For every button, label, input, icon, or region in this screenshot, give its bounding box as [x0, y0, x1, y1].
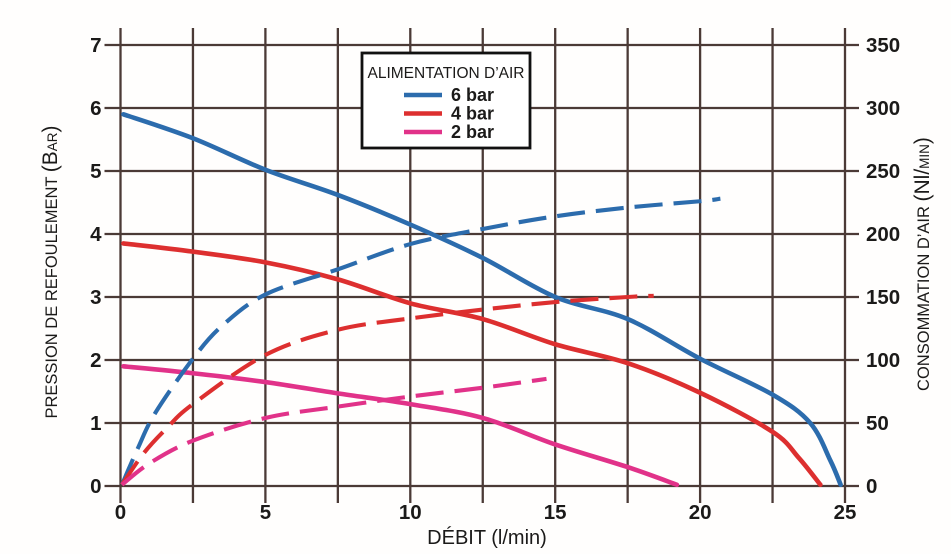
series-pression-refoulement-4-bar — [121, 241, 823, 488]
x-axis-label: DÉBIT (l/min) — [427, 526, 547, 549]
x-tick-label: 0 — [115, 501, 126, 524]
y-axis-left-label: PRESSION DE REFOULEMENT (BAR) — [39, 125, 62, 418]
x-tick-label: 20 — [689, 501, 712, 524]
legend-entry-6-bar: 6 bar — [404, 85, 494, 105]
y-right-tick-label: 200 — [866, 223, 900, 246]
y-left-tick-label: 4 — [90, 223, 102, 246]
legend-entry-2-bar: 2 bar — [404, 122, 494, 142]
series-pression-refoulement-2-bar — [121, 364, 680, 488]
y-left-tick-label: 1 — [90, 412, 101, 435]
series-consommation-air-2-bar — [120, 376, 547, 487]
y-left-tick-label: 6 — [90, 97, 101, 120]
y-right-tick-label: 50 — [866, 412, 889, 435]
y-right-tick-label: 250 — [866, 160, 900, 183]
y-right-tick-label: 0 — [866, 475, 877, 498]
legend-box — [360, 51, 532, 150]
x-tick-label: 5 — [260, 501, 271, 524]
legend-entry-4-bar: 4 bar — [404, 104, 494, 124]
y-left-tick-label: 2 — [90, 349, 101, 372]
series-pression-refoulement-6-bar — [121, 112, 843, 488]
y-right-tick-label: 350 — [866, 34, 900, 57]
y-left-tick-label: 5 — [90, 160, 101, 183]
series-consommation-air-4-bar — [120, 293, 654, 486]
y-right-tick-label: 100 — [866, 349, 900, 372]
series-consommation-air-6-bar — [120, 196, 721, 486]
x-tick-label: 10 — [399, 501, 422, 524]
x-tick-label: 25 — [834, 501, 857, 524]
series-curves — [120, 112, 843, 488]
x-tick-label: 15 — [544, 501, 567, 524]
y-left-tick-label: 3 — [90, 286, 101, 309]
y-axis-right-label: CONSOMMATION D’AIR (Nl/MIN) — [911, 137, 934, 391]
y-right-tick-label: 300 — [866, 97, 900, 120]
legend-entry-label: 4 bar — [451, 104, 494, 124]
legend-entry-label: 6 bar — [451, 85, 494, 105]
y-left-tick-label: 0 — [90, 475, 101, 498]
legend-entry-label: 2 bar — [451, 122, 494, 142]
legend-title: ALIMENTATION D’AIR — [367, 65, 524, 82]
y-left-tick-label: 7 — [90, 34, 101, 57]
y-right-tick-label: 150 — [866, 286, 900, 309]
